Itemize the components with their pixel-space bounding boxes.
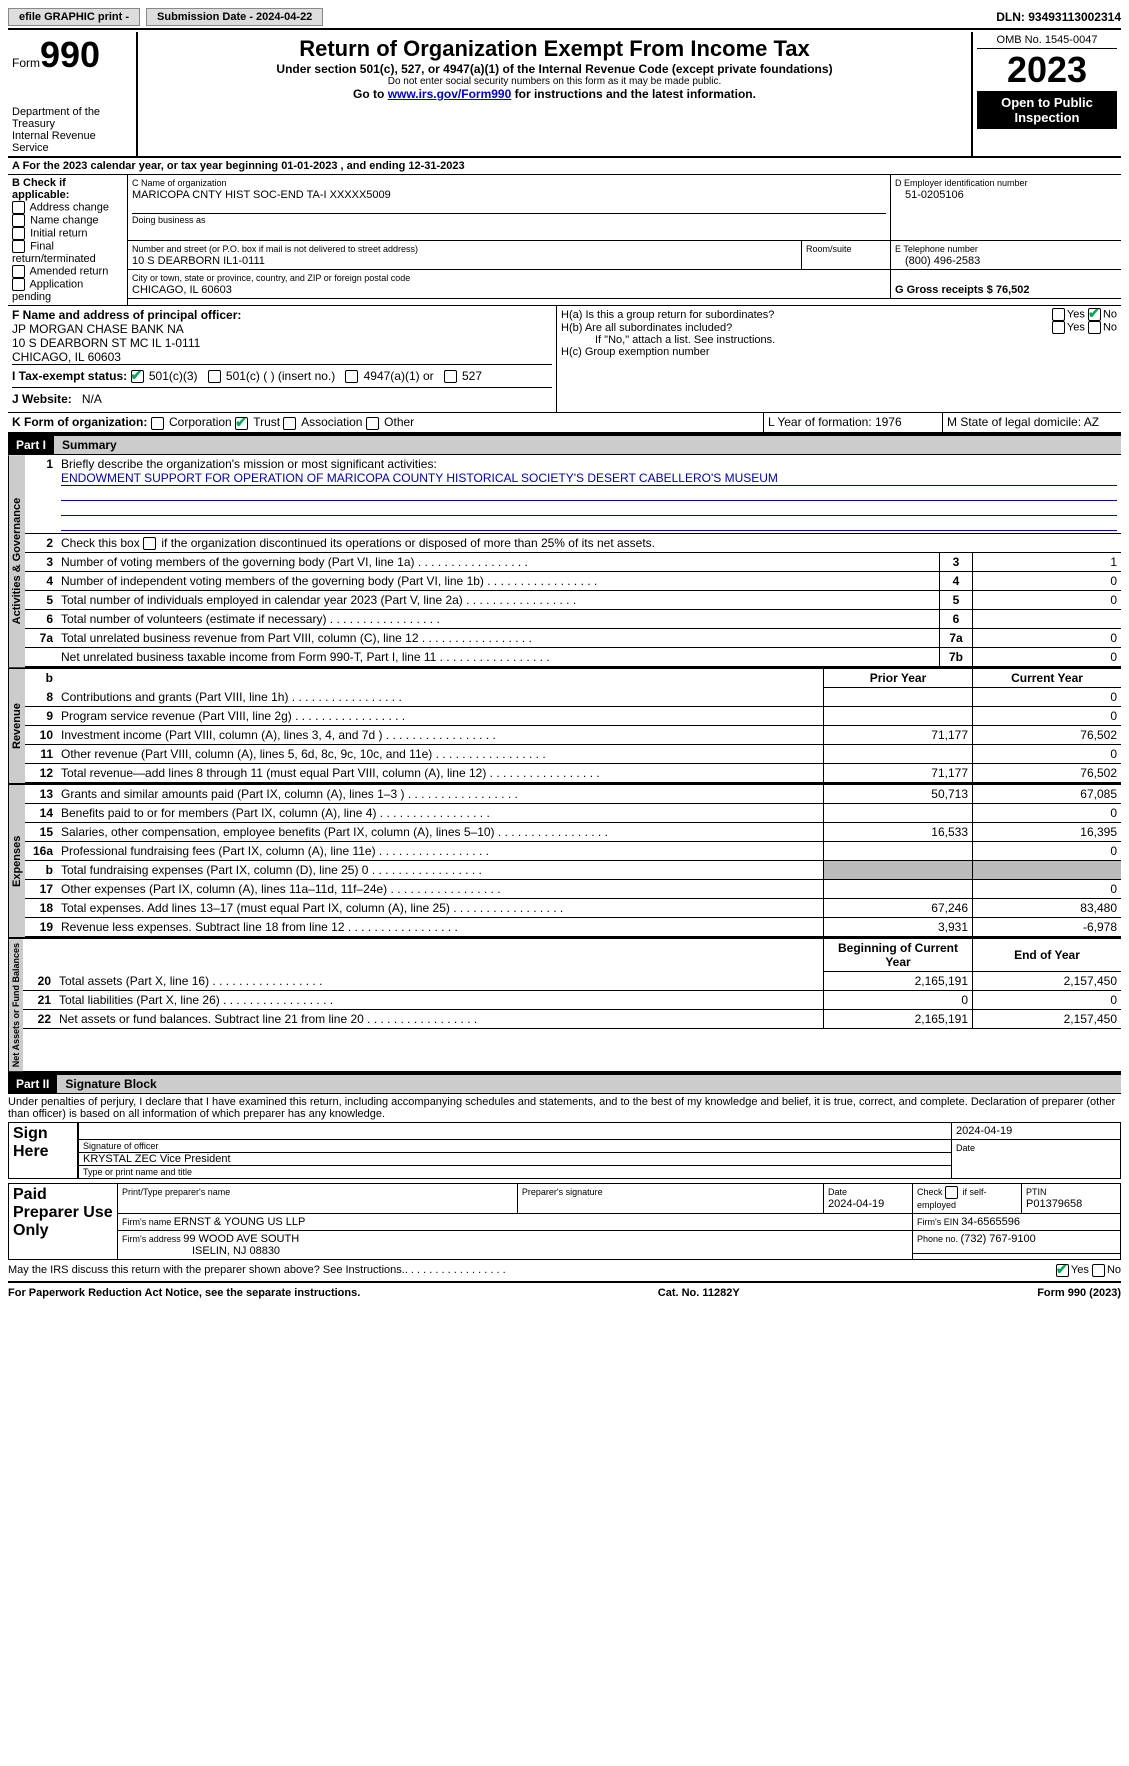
section-net-assets: Net Assets or Fund Balances Beginning of… bbox=[8, 939, 1121, 1073]
officer-name: KRYSTAL ZEC Vice President bbox=[83, 1153, 231, 1165]
street-address: 10 S DEARBORN IL1-0111 bbox=[132, 255, 265, 267]
tax-year: 2023 bbox=[977, 49, 1117, 91]
form-number: Form990 bbox=[12, 34, 132, 76]
box-ha: H(a) Is this a group return for subordin… bbox=[561, 309, 1052, 321]
header-table: Form990 Department of the Treasury Inter… bbox=[8, 32, 1121, 158]
box-l: L Year of formation: 1976 bbox=[764, 413, 943, 431]
section-expenses: Expenses 13Grants and similar amounts pa… bbox=[8, 785, 1121, 939]
firm-phone: (732) 767-9100 bbox=[961, 1233, 1036, 1245]
sign-date: 2024-04-19 bbox=[956, 1125, 1012, 1137]
ein: 51-0205106 bbox=[895, 189, 1117, 201]
sign-here-block: Sign Here 2024-04-19 Signature of office… bbox=[8, 1122, 1121, 1179]
box-k-lbl: K Form of organization: bbox=[12, 415, 147, 429]
col-prior: Prior Year bbox=[824, 669, 973, 688]
vtab-expenses: Expenses bbox=[8, 785, 25, 937]
part1-header: Part I Summary bbox=[8, 434, 1121, 455]
firm-name: ERNST & YOUNG US LLP bbox=[174, 1216, 306, 1228]
line2: Check this box if the organization disco… bbox=[57, 533, 1121, 552]
paid-preparer-block: Paid Preparer Use Only Print/Type prepar… bbox=[8, 1183, 1121, 1260]
col-beginning: Beginning of Current Year bbox=[824, 939, 973, 972]
box-d-lbl: D Employer identification number bbox=[895, 178, 1028, 188]
irs-label: Internal Revenue Service bbox=[12, 130, 132, 154]
perjury-text: Under penalties of perjury, I declare th… bbox=[8, 1094, 1121, 1122]
box-c-city-lbl: City or town, state or province, country… bbox=[132, 273, 410, 283]
dln: DLN: 93493113002314 bbox=[996, 10, 1121, 24]
vtab-revenue: Revenue bbox=[8, 669, 25, 783]
efile-print-btn[interactable]: efile GRAPHIC print - bbox=[8, 8, 140, 26]
chk-group-no[interactable] bbox=[1088, 308, 1101, 321]
subtitle-2: Do not enter social security numbers on … bbox=[146, 76, 963, 87]
box-m: M State of legal domicile: AZ bbox=[943, 413, 1121, 431]
box-hb: H(b) Are all subordinates included? bbox=[561, 322, 1052, 334]
line1-lbl: Briefly describe the organization's miss… bbox=[61, 457, 437, 471]
box-hb2: If "No," attach a list. See instructions… bbox=[561, 334, 1117, 346]
chk-trust[interactable] bbox=[235, 417, 248, 430]
box-f-lbl: F Name and address of principal officer: bbox=[12, 308, 241, 322]
line-a: A For the 2023 calendar year, or tax yea… bbox=[8, 158, 1121, 175]
irs-link[interactable]: www.irs.gov/Form990 bbox=[388, 87, 512, 101]
open-inspection: Open to Public Inspection bbox=[977, 91, 1117, 129]
row-k-l-m: K Form of organization: Corporation Trus… bbox=[8, 413, 1121, 433]
form-ref: Form 990 (2023) bbox=[1037, 1287, 1121, 1299]
section-revenue: Revenue b Prior Year Current Year 8Contr… bbox=[8, 669, 1121, 785]
col-current: Current Year bbox=[973, 669, 1122, 688]
box-e-lbl: E Telephone number bbox=[895, 244, 978, 254]
paid-preparer-label: Paid Preparer Use Only bbox=[9, 1184, 118, 1260]
phone: (800) 496-2583 bbox=[895, 255, 1117, 267]
room-lbl: Room/suite bbox=[806, 244, 852, 254]
cat-no: Cat. No. 11282Y bbox=[658, 1287, 740, 1299]
gross-receipts: G Gross receipts $ 76,502 bbox=[895, 284, 1030, 296]
submission-date: Submission Date - 2024-04-22 bbox=[146, 8, 323, 26]
org-name: MARICOPA CNTY HIST SOC-END TA-I XXXXX500… bbox=[132, 189, 391, 201]
discuss-row: May the IRS discuss this return with the… bbox=[8, 1260, 1121, 1281]
city-state-zip: CHICAGO, IL 60603 bbox=[132, 284, 232, 296]
box-hc: H(c) Group exemption number bbox=[561, 346, 1117, 358]
sign-here-label: Sign Here bbox=[9, 1123, 79, 1179]
mission-text: ENDOWMENT SUPPORT FOR OPERATION OF MARIC… bbox=[61, 471, 1117, 486]
topbar: efile GRAPHIC print - Submission Date - … bbox=[8, 8, 1121, 30]
part2-header: Part II Signature Block bbox=[8, 1073, 1121, 1094]
vtab-net: Net Assets or Fund Balances bbox=[8, 939, 23, 1071]
chk-discuss-yes[interactable] bbox=[1056, 1264, 1069, 1277]
col-end: End of Year bbox=[973, 939, 1122, 972]
box-j-lbl: J Website: bbox=[12, 392, 72, 406]
row-f-h: F Name and address of principal officer:… bbox=[8, 306, 1121, 413]
box-i-lbl: I Tax-exempt status: bbox=[12, 369, 127, 383]
form-title: Return of Organization Exempt From Incom… bbox=[146, 36, 963, 62]
section-governance: Activities & Governance 1 Briefly descri… bbox=[8, 455, 1121, 669]
box-c-dba-lbl: Doing business as bbox=[132, 215, 206, 225]
box-c-addr-lbl: Number and street (or P.O. box if mail i… bbox=[132, 244, 418, 254]
footer: For Paperwork Reduction Act Notice, see … bbox=[8, 1281, 1121, 1299]
vtab-governance: Activities & Governance bbox=[8, 455, 25, 667]
box-b-title: B Check if applicable: bbox=[12, 177, 69, 201]
ptin: P01379658 bbox=[1026, 1198, 1082, 1210]
box-c-name-lbl: C Name of organization bbox=[132, 178, 227, 188]
chk-501c3[interactable] bbox=[131, 370, 144, 383]
subtitle-3: Go to www.irs.gov/Form990 for instructio… bbox=[146, 87, 963, 101]
header-grid: B Check if applicable: Address change Na… bbox=[8, 175, 1121, 306]
firm-ein: 34-6565596 bbox=[961, 1216, 1020, 1228]
paperwork-notice: For Paperwork Reduction Act Notice, see … bbox=[8, 1287, 360, 1299]
website: N/A bbox=[82, 392, 102, 406]
subtitle-1: Under section 501(c), 527, or 4947(a)(1)… bbox=[146, 62, 963, 76]
omb-number: OMB No. 1545-0047 bbox=[977, 34, 1117, 49]
dept-treasury: Department of the Treasury bbox=[12, 106, 132, 130]
